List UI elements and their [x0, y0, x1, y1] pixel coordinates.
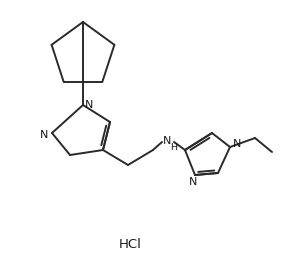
Text: N: N: [189, 177, 197, 187]
Text: N: N: [233, 139, 241, 149]
Text: N: N: [85, 100, 93, 110]
Text: H: H: [170, 143, 178, 153]
Text: N: N: [40, 130, 48, 140]
Text: HCl: HCl: [119, 239, 141, 252]
Text: N: N: [163, 136, 171, 146]
